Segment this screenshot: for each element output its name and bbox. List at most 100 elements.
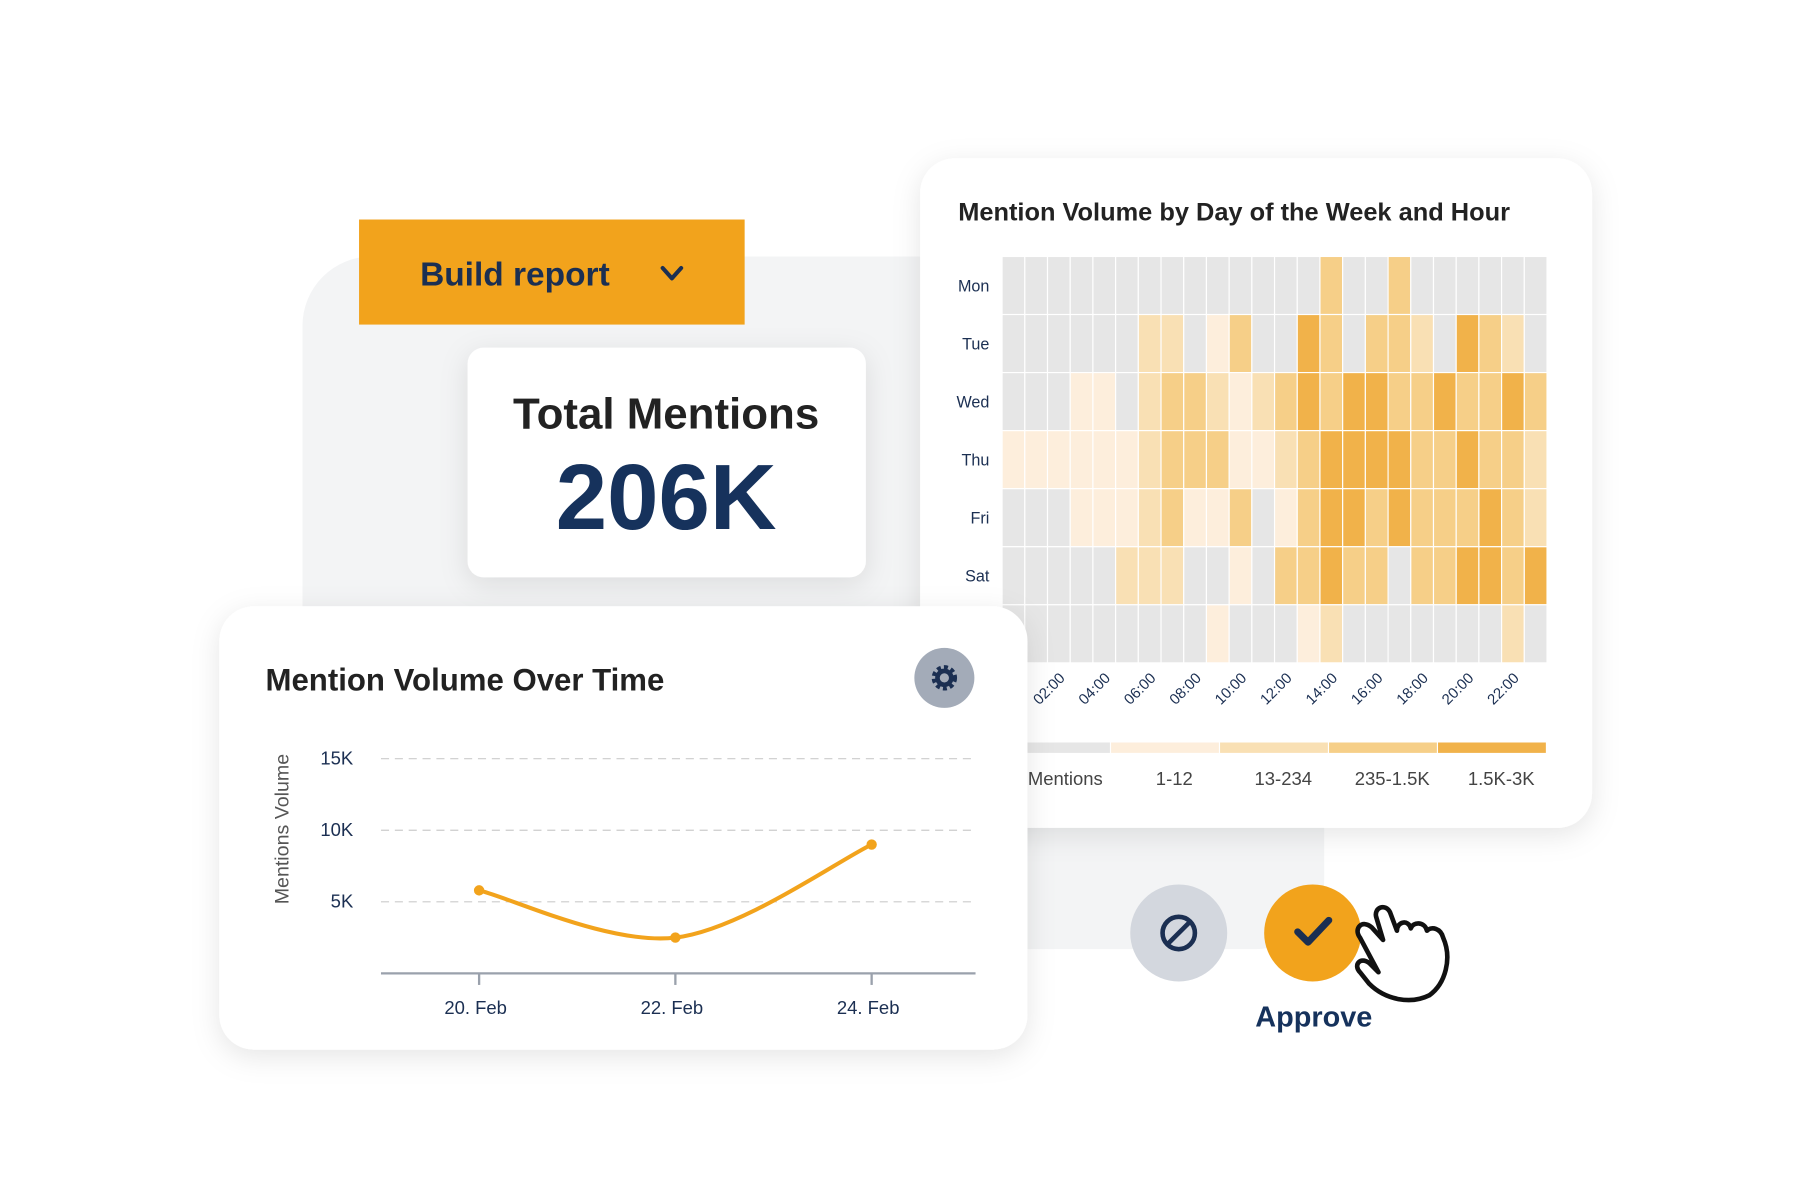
heat-cell (1273, 255, 1298, 316)
y-tick-label: 10K (320, 819, 354, 840)
heat-cell (1205, 488, 1230, 548)
heat-cell (1387, 488, 1412, 548)
heat-cell (1523, 488, 1548, 548)
hand-cursor (1354, 904, 1450, 1003)
row-label: Wed (956, 393, 989, 411)
heat-cell (1115, 371, 1139, 432)
heat-cell (1092, 546, 1117, 606)
heat-cell (1523, 604, 1548, 664)
heat-cell (1478, 313, 1503, 374)
heat-cell (1455, 604, 1480, 664)
x-tick-label: 24. Feb (837, 997, 900, 1018)
gear-icon (935, 668, 954, 688)
approve-label: Approve (1255, 1002, 1372, 1034)
heat-cell (1160, 430, 1185, 490)
heat-cell (1001, 371, 1026, 432)
heat-cell (1432, 546, 1457, 606)
heat-cell (1046, 488, 1071, 548)
heat-cell (1410, 430, 1435, 490)
legend-label: 235-1.5K (1355, 768, 1431, 789)
heat-cell (1501, 371, 1525, 432)
heat-cell (1387, 604, 1412, 664)
heat-cell (1092, 430, 1117, 490)
row-label: Mon (958, 277, 989, 295)
heat-cell (1432, 488, 1457, 548)
heat-cell (1251, 255, 1276, 316)
heat-cell (1455, 313, 1480, 374)
reject-button[interactable] (1130, 884, 1228, 982)
card-bg (219, 606, 1028, 1050)
heat-cell (1228, 488, 1253, 548)
heat-cell (1410, 546, 1435, 606)
heat-cell (1296, 488, 1321, 548)
kpi-title: Total Mentions (513, 389, 819, 438)
heat-cell (1228, 546, 1253, 606)
legend-label: 1.5K-3K (1468, 768, 1535, 789)
heat-cell (1455, 371, 1480, 432)
heat-cell (1024, 430, 1049, 490)
heat-cell (1069, 546, 1094, 606)
y-axis-label: Mentions Volume (272, 754, 294, 905)
heat-cell (1069, 488, 1094, 548)
row-label: Sat (965, 568, 990, 586)
x-tick-label: 22. Feb (641, 997, 704, 1018)
heat-cell (1273, 488, 1298, 548)
heat-cell (1319, 313, 1344, 374)
kpi-value: 206K (556, 445, 777, 549)
line-card: Mention Volume Over Time Mentions Volume… (219, 606, 1028, 1050)
build-report-button[interactable]: Build report (359, 219, 745, 325)
settings-button[interactable] (914, 647, 975, 708)
heat-cell (1501, 313, 1525, 374)
heat-cell (1455, 488, 1480, 548)
heat-cell (1205, 371, 1230, 432)
heat-cell (1251, 488, 1276, 548)
heat-cell (1455, 430, 1480, 490)
heat-cell (1046, 604, 1071, 664)
heat-cell (1092, 604, 1117, 664)
heat-cell (1160, 313, 1185, 374)
heat-cell (1342, 313, 1366, 374)
heat-cell (1296, 255, 1321, 316)
kpi-card: Total Mentions 206K (467, 347, 866, 578)
heat-cell (1069, 313, 1094, 374)
heat-cell (1410, 488, 1435, 548)
chevron (660, 265, 684, 281)
heat-cell (1046, 255, 1071, 316)
heat-cell (1410, 313, 1435, 374)
heat-cell (1410, 371, 1435, 432)
heat-cell (1455, 255, 1480, 316)
heat-cell (1273, 313, 1298, 374)
heat-cell (1115, 313, 1139, 374)
heat-cell (1273, 604, 1298, 664)
heat-cell (1364, 488, 1389, 548)
legend-swatch (1220, 742, 1328, 753)
approve-button[interactable]: Approve (1255, 884, 1372, 1034)
heat-cell (1069, 604, 1094, 664)
heat-cell (1069, 255, 1094, 316)
heat-cell (1160, 371, 1185, 432)
heat-cell (1387, 546, 1412, 606)
heat-cell (1137, 255, 1162, 316)
heat-cell (1251, 371, 1276, 432)
ban-icon-slash (1165, 919, 1192, 947)
heat-cell (1364, 430, 1389, 490)
heat-cell (1046, 371, 1071, 432)
heat-cell (1115, 430, 1139, 490)
heat-cell (1319, 430, 1344, 490)
heat-cell (1251, 430, 1276, 490)
heat-cell (1137, 430, 1162, 490)
heat-cell (1069, 430, 1094, 490)
heat-cell (1364, 255, 1389, 316)
heat-cell (1115, 604, 1139, 664)
heat-cell (1183, 371, 1208, 432)
heat-cell (1342, 546, 1366, 606)
heat-cell (1183, 488, 1208, 548)
heat-cell (1046, 430, 1071, 490)
heat-cell (1183, 604, 1208, 664)
heat-cell (1228, 313, 1253, 374)
heat-cell (1364, 371, 1389, 432)
heat-cell (1455, 546, 1480, 606)
legend-swatch (1329, 742, 1437, 753)
heat-cell (1092, 488, 1117, 548)
heat-cell (1137, 313, 1162, 374)
